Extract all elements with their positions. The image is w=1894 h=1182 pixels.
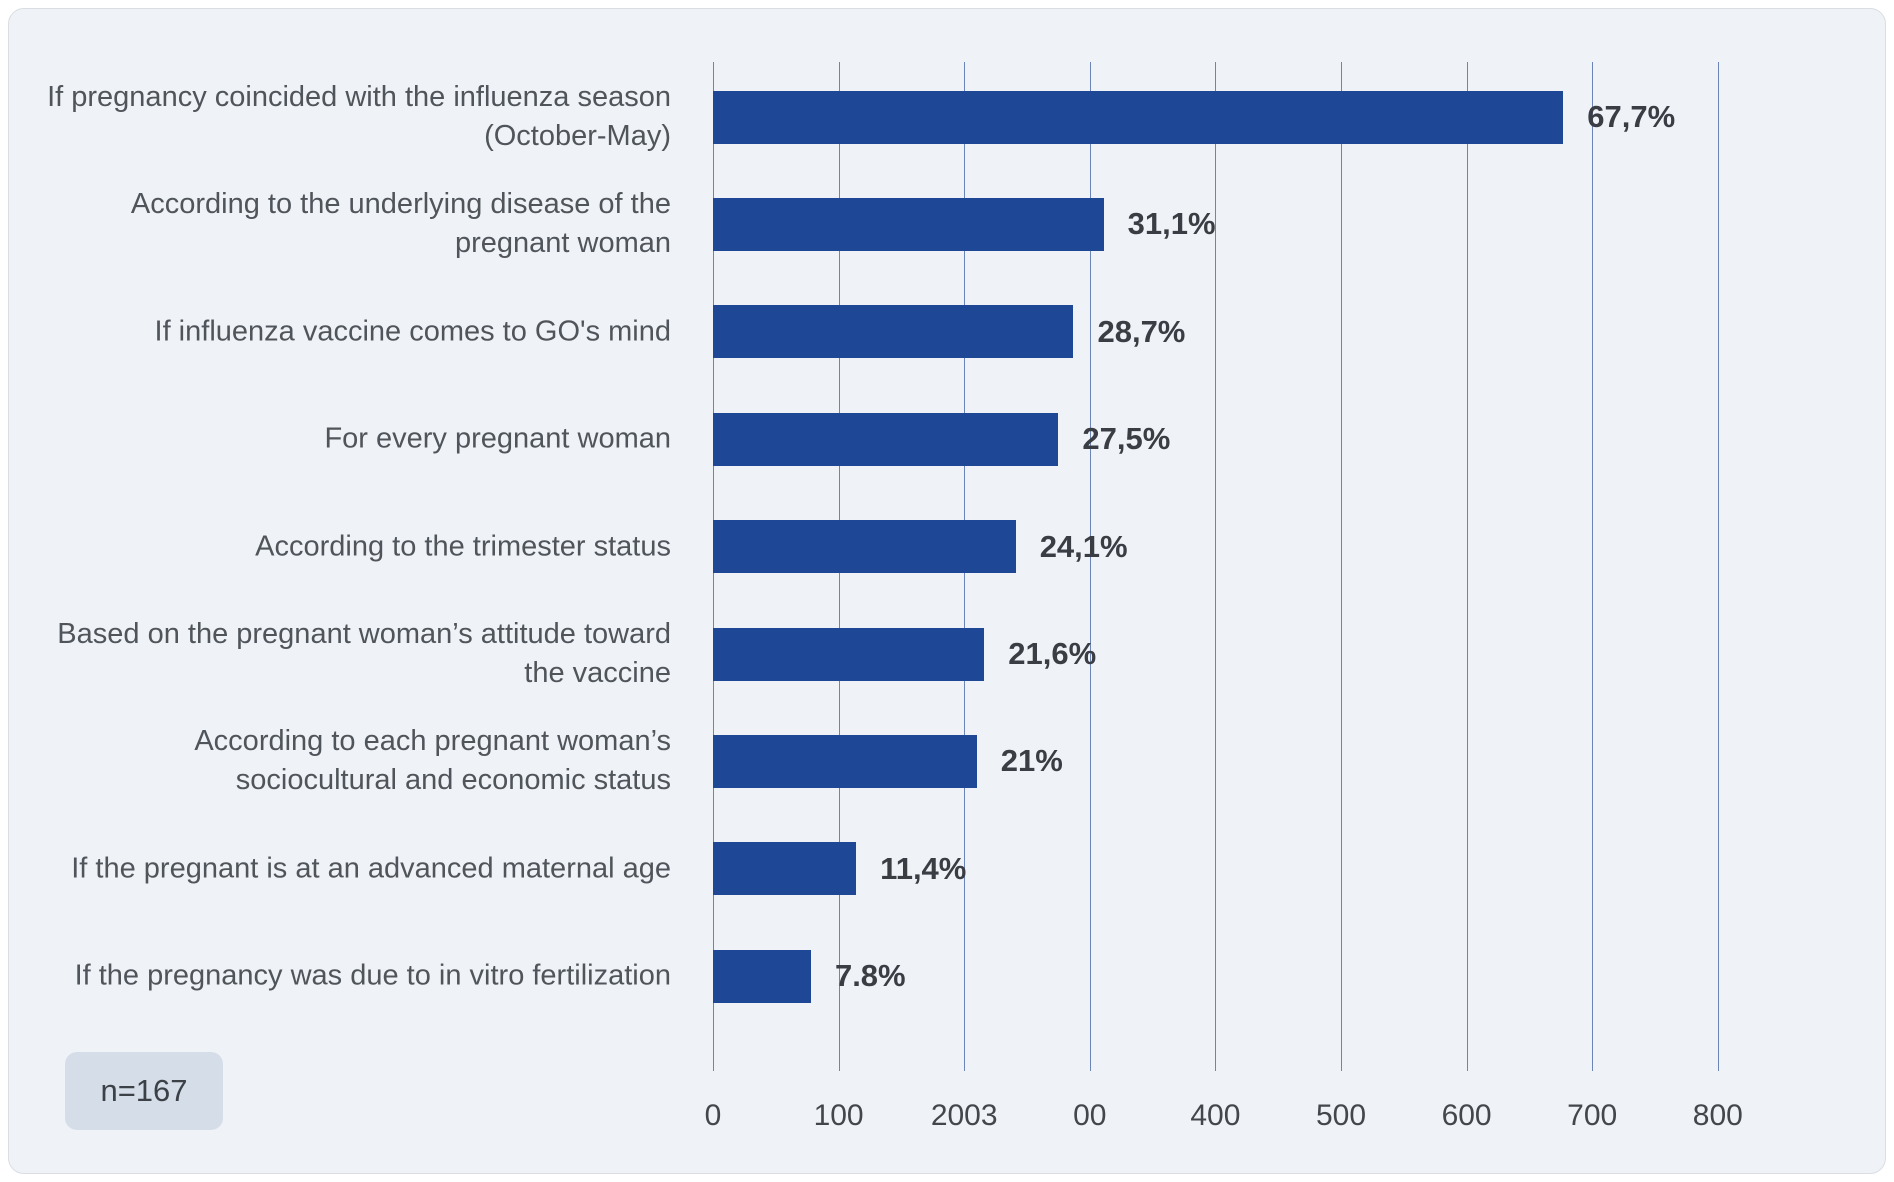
value-label: 67,7%: [1587, 99, 1676, 134]
category-label: If the pregnant is at an advanced matern…: [71, 852, 671, 885]
bar: [713, 842, 857, 896]
bar: [713, 305, 1074, 359]
gridline: [1466, 62, 1468, 1071]
category-label: For every pregnant woman: [324, 422, 671, 455]
value-label: 7.8%: [834, 958, 906, 994]
x-tick-label: 700: [1567, 1099, 1618, 1132]
category-labels-column: If pregnancy coincided with the influenz…: [41, 62, 671, 1071]
bar: [713, 90, 1564, 144]
category-label: According to each pregnant woman’s socio…: [194, 725, 671, 797]
category-label: Based on the pregnant woman’s attitude t…: [57, 618, 671, 689]
x-tick-label: 600: [1441, 1099, 1492, 1132]
value-label: 31,1%: [1127, 206, 1216, 242]
x-tick-label: 2003: [930, 1099, 998, 1132]
bar: [713, 412, 1059, 466]
bar: [713, 520, 1016, 574]
bar: [713, 627, 985, 681]
bar: [713, 197, 1104, 251]
plot-area: 67,7% 31,1% 28,7% 27,5% 24,1% 21,6% 21% 11,4% 7.…: [713, 62, 1789, 1071]
x-tick-label: 0: [704, 1099, 722, 1132]
x-tick-label: 100: [813, 1099, 864, 1132]
chart-panel: If pregnancy coincided with the influenz…: [8, 8, 1886, 1174]
x-tick-label: 00: [1073, 1099, 1107, 1132]
x-tick-label: 500: [1315, 1099, 1367, 1132]
category-label: If the pregnancy was due to in vitro fer…: [74, 959, 671, 992]
value-label: 24,1%: [1039, 528, 1128, 564]
bar: [713, 734, 977, 788]
x-tick-label: 400: [1190, 1099, 1241, 1132]
bar: [713, 949, 811, 1003]
category-label: According to the underlying disease of t…: [130, 188, 671, 260]
value-label: 28,7%: [1097, 313, 1186, 349]
value-label: 21,6%: [1008, 636, 1097, 671]
category-label: According to the trimester status: [255, 530, 671, 563]
category-label: If influenza vaccine comes to GO's mind: [154, 315, 671, 348]
x-tick-label: 800: [1692, 1099, 1743, 1132]
sample-size-badge: n=167: [65, 1052, 223, 1130]
value-label: 11,4%: [880, 850, 967, 886]
x-axis: 0 100 2003 00 400 500 600 700 800: [705, 1091, 1789, 1141]
gridline: [1717, 62, 1719, 1071]
gridline: [1592, 62, 1594, 1071]
category-label: If pregnancy coincided with the influenz…: [47, 81, 671, 152]
sample-size-text: n=167: [100, 1073, 188, 1108]
gridline: [1341, 62, 1342, 1071]
value-label: 27,5%: [1082, 421, 1171, 457]
gridline: [1215, 62, 1217, 1071]
value-label: 21%: [1000, 743, 1063, 779]
gridline: [1089, 62, 1091, 1071]
